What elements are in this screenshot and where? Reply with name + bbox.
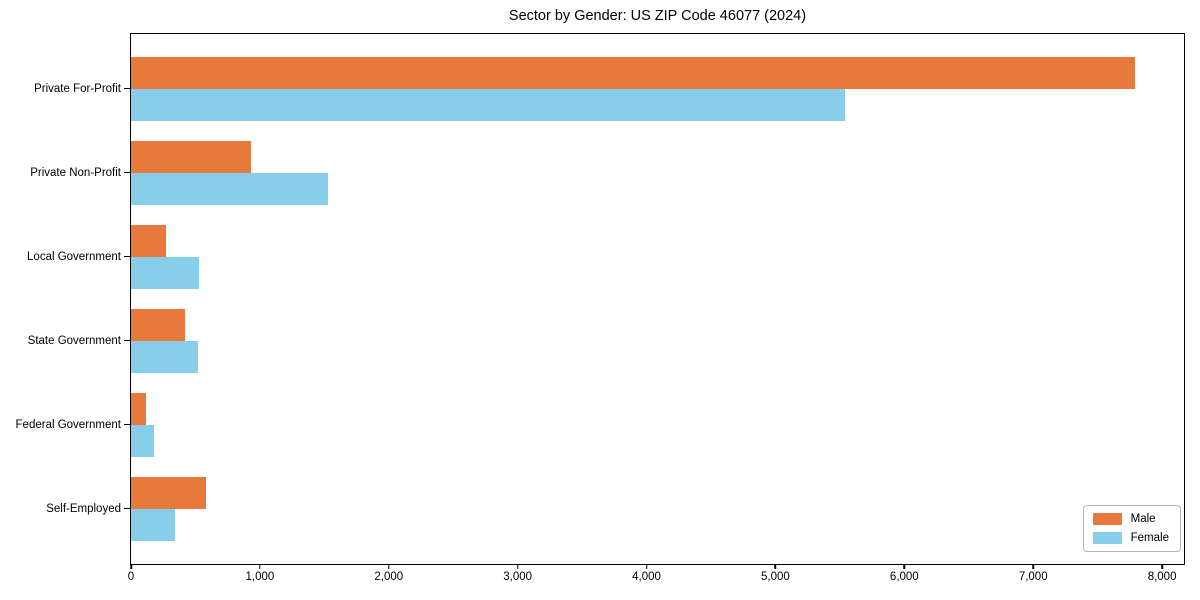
y-category-label: State Government — [27, 334, 121, 347]
y-category-label: Federal Government — [15, 418, 121, 431]
x-tick-mark — [903, 564, 906, 569]
legend-label-male: Male — [1130, 513, 1156, 525]
y-tick-mark — [124, 507, 130, 510]
legend-swatch-male — [1092, 513, 1122, 525]
x-tick-label: 8,000 — [1147, 571, 1177, 583]
x-tick-label: 7,000 — [1018, 571, 1048, 583]
bar-male-3 — [131, 308, 186, 341]
x-tick-label: 1,000 — [245, 571, 275, 583]
y-tick-mark — [124, 255, 130, 258]
y-tick-mark — [124, 339, 130, 342]
x-tick-label: 2,000 — [374, 571, 404, 583]
bar-female-0 — [131, 88, 846, 121]
bar-male-0 — [131, 56, 1136, 89]
x-tick-label: 6,000 — [889, 571, 919, 583]
x-tick-mark — [774, 564, 777, 569]
chart-title: Sector by Gender: US ZIP Code 46077 (202… — [508, 8, 807, 24]
legend-swatch-female — [1092, 532, 1122, 544]
x-tick-label: 4,000 — [632, 571, 661, 583]
x-tick-mark — [388, 564, 390, 569]
bar-female-3 — [131, 340, 199, 373]
y-tick-mark — [124, 171, 130, 174]
y-category-label: Private For-Profit — [34, 82, 121, 95]
legend: Male Female — [1082, 505, 1181, 552]
x-tick-label: 0 — [127, 571, 135, 583]
x-tick-mark — [1032, 564, 1034, 569]
x-tick-mark — [1161, 564, 1163, 569]
bar-male-1 — [131, 140, 251, 173]
y-category-label: Private Non-Profit — [30, 166, 121, 179]
bar-male-5 — [131, 476, 206, 509]
x-tick-mark — [516, 564, 519, 569]
y-tick-mark — [124, 87, 130, 90]
x-tick-mark — [645, 564, 648, 569]
plot-area: Private For-Profit Private Non-Profit Loca… — [16, 33, 1185, 583]
bar-female-2 — [131, 256, 200, 289]
y-category-label: Self-Employed — [46, 502, 121, 515]
bar-female-4 — [131, 424, 155, 457]
legend-entry-male: Male — [1092, 513, 1169, 525]
x-tick-label: 5,000 — [761, 571, 790, 583]
legend-entry-female: Female — [1092, 532, 1169, 544]
y-category-label: Local Government — [27, 250, 121, 263]
x-tick-label: 3,000 — [503, 571, 533, 583]
bar-male-4 — [131, 392, 147, 425]
x-tick-mark — [259, 564, 261, 569]
bar-male-2 — [131, 224, 166, 257]
bar-female-5 — [131, 508, 175, 541]
x-tick-mark — [130, 564, 132, 569]
legend-label-female: Female — [1130, 532, 1169, 544]
y-tick-mark — [124, 423, 130, 426]
bar-female-1 — [131, 172, 329, 205]
